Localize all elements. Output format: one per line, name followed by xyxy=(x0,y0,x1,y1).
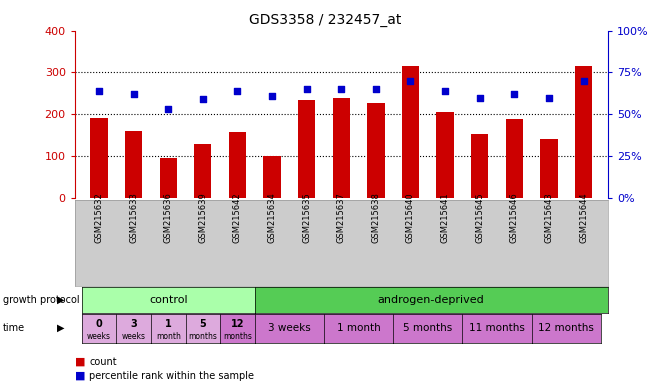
Text: 1 month: 1 month xyxy=(337,323,380,333)
Bar xyxy=(506,119,523,198)
Point xyxy=(578,78,589,84)
Text: growth protocol: growth protocol xyxy=(3,295,80,305)
Bar xyxy=(298,99,315,198)
Bar xyxy=(402,66,419,198)
Text: 11 months: 11 months xyxy=(469,323,525,333)
Text: ▶: ▶ xyxy=(57,295,64,305)
Text: GSM215636: GSM215636 xyxy=(164,192,173,243)
Text: GSM215640: GSM215640 xyxy=(406,192,415,243)
Bar xyxy=(333,98,350,198)
Text: 5: 5 xyxy=(200,319,206,329)
Bar xyxy=(540,139,558,198)
Text: 3: 3 xyxy=(130,319,137,329)
Text: months: months xyxy=(188,332,217,341)
Point xyxy=(440,88,450,94)
Bar xyxy=(263,156,281,198)
Text: GSM215635: GSM215635 xyxy=(302,192,311,243)
Point xyxy=(129,91,139,97)
Bar xyxy=(159,158,177,198)
Text: ▶: ▶ xyxy=(57,323,64,333)
Bar xyxy=(194,144,211,198)
Text: GSM215632: GSM215632 xyxy=(94,192,103,243)
Text: ■: ■ xyxy=(75,371,85,381)
Text: GSM215643: GSM215643 xyxy=(545,192,553,243)
Text: count: count xyxy=(89,357,117,367)
Point xyxy=(370,86,381,92)
Point xyxy=(336,86,346,92)
Text: weeks: weeks xyxy=(87,332,111,341)
Text: GSM215644: GSM215644 xyxy=(579,192,588,243)
Text: GSM215646: GSM215646 xyxy=(510,192,519,243)
Point xyxy=(474,94,485,101)
Text: 5 months: 5 months xyxy=(403,323,452,333)
Text: androgen-deprived: androgen-deprived xyxy=(378,295,485,305)
Point xyxy=(509,91,519,97)
Point xyxy=(163,106,174,112)
Text: 12: 12 xyxy=(231,319,244,329)
Point xyxy=(232,88,242,94)
Text: GSM215634: GSM215634 xyxy=(268,192,276,243)
Text: GSM215639: GSM215639 xyxy=(198,192,207,243)
Text: time: time xyxy=(3,323,25,333)
Text: GDS3358 / 232457_at: GDS3358 / 232457_at xyxy=(249,13,401,27)
Bar xyxy=(575,66,592,198)
Text: GSM215633: GSM215633 xyxy=(129,192,138,243)
Bar xyxy=(125,131,142,198)
Text: GSM215641: GSM215641 xyxy=(441,192,450,243)
Text: 12 months: 12 months xyxy=(538,323,594,333)
Text: months: months xyxy=(223,332,252,341)
Text: weeks: weeks xyxy=(122,332,146,341)
Text: GSM215637: GSM215637 xyxy=(337,192,346,243)
Bar xyxy=(471,134,488,198)
Text: 0: 0 xyxy=(96,319,102,329)
Point xyxy=(543,94,554,101)
Text: 1: 1 xyxy=(165,319,172,329)
Point xyxy=(405,78,415,84)
Point xyxy=(198,96,208,102)
Text: 3 weeks: 3 weeks xyxy=(268,323,311,333)
Text: GSM215638: GSM215638 xyxy=(371,192,380,243)
Point xyxy=(267,93,278,99)
Text: GSM215642: GSM215642 xyxy=(233,192,242,243)
Text: control: control xyxy=(149,295,187,305)
Text: GSM215645: GSM215645 xyxy=(475,192,484,243)
Bar xyxy=(90,118,108,198)
Bar xyxy=(229,132,246,198)
Bar xyxy=(367,103,385,198)
Point xyxy=(94,88,104,94)
Text: ■: ■ xyxy=(75,357,85,367)
Point xyxy=(302,86,312,92)
Bar xyxy=(436,112,454,198)
Text: percentile rank within the sample: percentile rank within the sample xyxy=(89,371,254,381)
Text: month: month xyxy=(156,332,181,341)
